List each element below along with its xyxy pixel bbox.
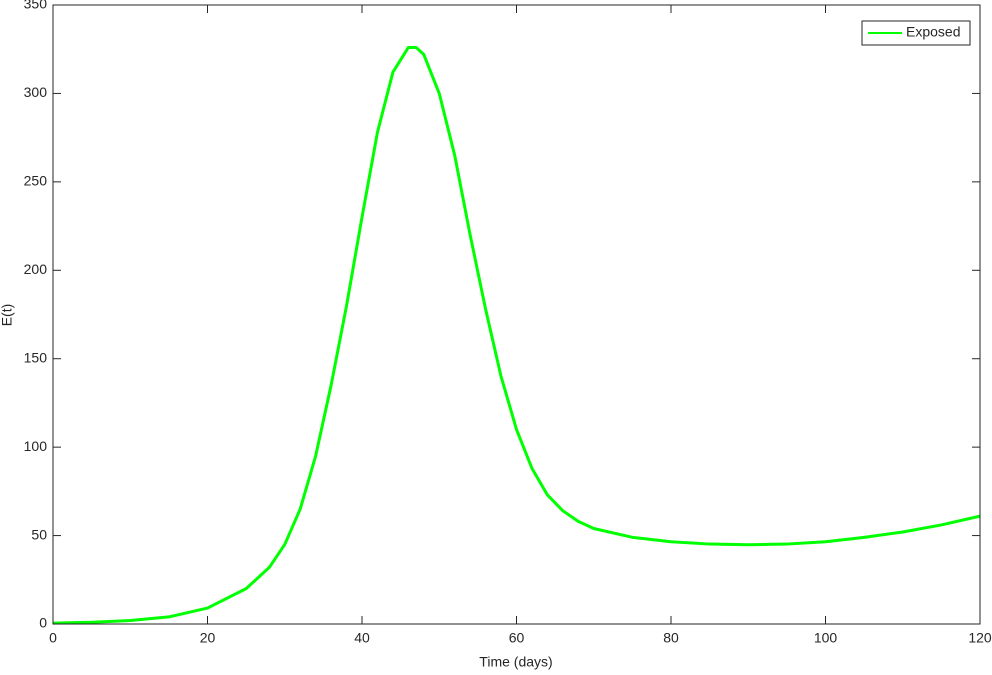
y-tick-label: 50 xyxy=(31,526,47,542)
x-tick-label: 20 xyxy=(200,630,216,646)
plot-area xyxy=(53,5,980,624)
x-tick-label: 120 xyxy=(968,630,992,646)
legend-label: Exposed xyxy=(906,24,960,40)
x-tick-label: 80 xyxy=(663,630,679,646)
y-tick-label: 350 xyxy=(24,0,48,12)
axes-box xyxy=(52,4,981,625)
y-tick-label: 300 xyxy=(24,84,48,100)
x-tick-label: 100 xyxy=(814,630,838,646)
x-tick-label: 0 xyxy=(49,630,57,646)
data-line xyxy=(52,45,981,625)
y-tick-label: 100 xyxy=(24,438,48,454)
x-axis-label: Time (days) xyxy=(479,654,552,670)
x-tick-label: 40 xyxy=(354,630,370,646)
y-axis-label: E(t) xyxy=(0,304,15,327)
legend: Exposed xyxy=(861,20,971,46)
y-tick-label: 0 xyxy=(39,615,47,631)
x-tick-label: 60 xyxy=(509,630,525,646)
y-tick-label: 150 xyxy=(24,349,48,365)
y-tick-label: 200 xyxy=(24,261,48,277)
y-tick-label: 250 xyxy=(24,173,48,189)
